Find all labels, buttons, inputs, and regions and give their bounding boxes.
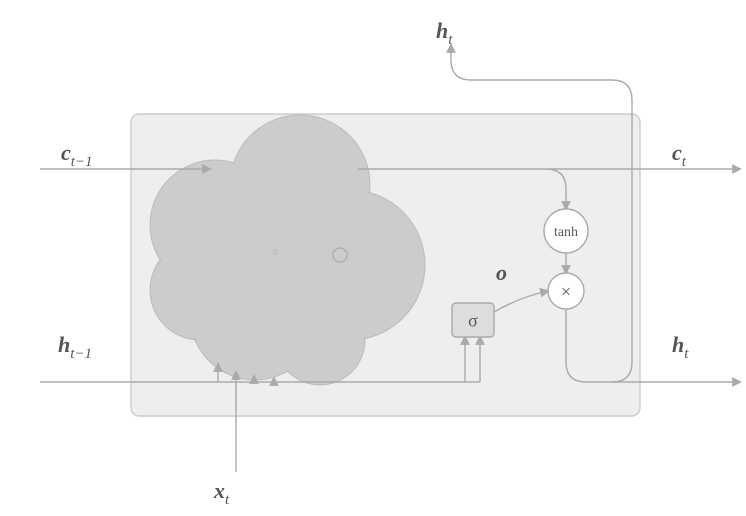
svg-text:ct−1: ct−1 [61,140,93,170]
svg-text:ht: ht [436,18,453,48]
label-h_in: ht−1 [58,332,92,362]
svg-text:ht: ht [672,332,689,362]
label-h_top: ht [436,18,453,48]
label-c_in: ct−1 [61,140,93,170]
svg-text:o: o [496,260,507,285]
sigma-label: σ [468,310,478,330]
svg-text:xt: xt [213,478,230,508]
svg-text:ht−1: ht−1 [58,332,92,362]
label-c_out: ct [672,140,687,170]
label-h_out: ht [672,332,689,362]
label-x_in: xt [213,478,230,508]
tanh-label: tanh [554,225,578,240]
label-o: o [496,260,507,285]
times-label: × [561,281,571,301]
svg-text:ct: ct [672,140,687,170]
